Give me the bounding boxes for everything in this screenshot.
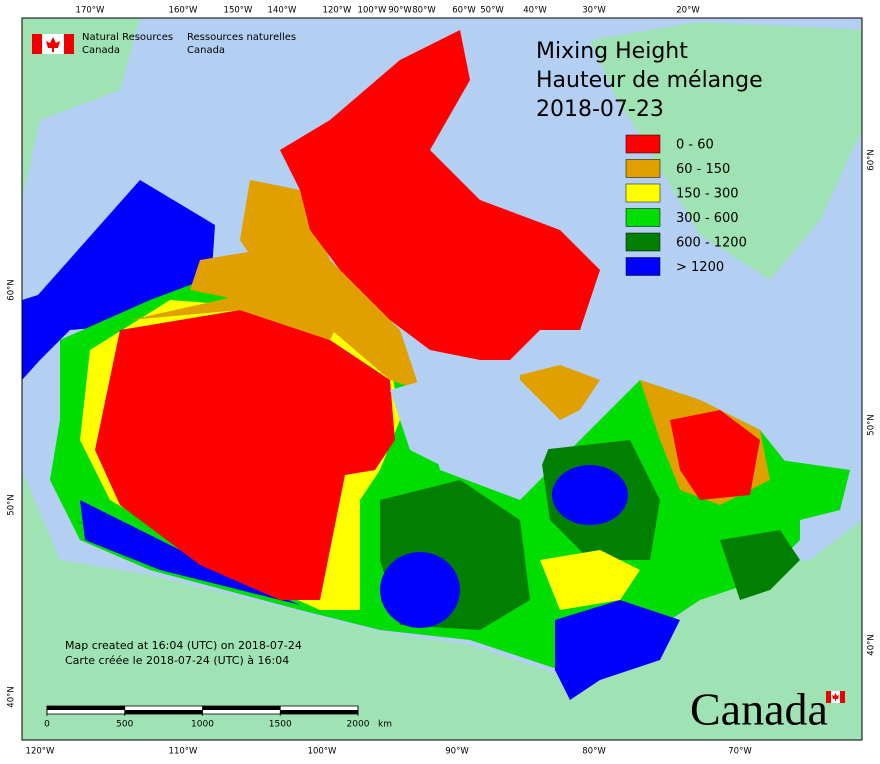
map-title: Hauteur de mélange (536, 68, 763, 93)
map-note: Map created at 16:04 (UTC) on 2018-07-24 (65, 639, 302, 652)
graticule-label: 30°W (582, 6, 606, 16)
legend-label: 0 - 60 (676, 138, 714, 153)
graticule-label: 170°W (76, 6, 105, 16)
alaska-region (22, 180, 215, 380)
scale-bar-label: 1000 (191, 720, 214, 730)
graticule-label: 120°W (26, 747, 55, 757)
legend-swatch (625, 232, 661, 252)
legend-label: 60 - 150 (676, 162, 730, 177)
newfoundland (780, 460, 850, 520)
flag-bar (826, 691, 831, 703)
legend-swatch (625, 134, 661, 154)
graticule-label: 100°W (308, 747, 337, 757)
scale-bar-unit: km (378, 720, 392, 730)
maple-leaf (46, 37, 60, 52)
scale-bar-segment (202, 706, 281, 710)
flag-bar (64, 34, 74, 54)
legend-label: 300 - 600 (676, 211, 739, 226)
west-red (95, 310, 395, 600)
legend-label: 150 - 300 (676, 187, 739, 202)
russia-land (22, 18, 140, 200)
wordmark-text: Canada (690, 684, 828, 735)
graticule-label: 60°N (7, 279, 17, 300)
graticule-label: 20°W (676, 6, 700, 16)
quebec-blue (552, 465, 628, 525)
south-ontario-blue (555, 600, 680, 700)
scale-bar-label: 500 (116, 720, 133, 730)
graticule-label: 160°W (169, 6, 198, 16)
legend-swatch (625, 208, 661, 227)
graticule-label: 50°N (7, 494, 17, 515)
scale-bar-segment (124, 710, 203, 714)
scale-bar-segment (47, 706, 125, 710)
org-name: Canada (187, 45, 225, 56)
scale-bar-label: 1500 (269, 720, 292, 730)
scale-bar-segment (280, 710, 358, 714)
graticule-label: 90°W (388, 6, 412, 16)
ontario-blue (380, 552, 460, 628)
map-title: Mixing Height (536, 39, 688, 64)
graticule-label: 50°N (867, 414, 877, 435)
org-name: Ressources naturelles (187, 32, 296, 43)
legend-label: > 1200 (676, 260, 724, 275)
scale-bar-label: 2000 (347, 720, 370, 730)
graticule-label: 80°W (412, 6, 436, 16)
nrcan-flag (32, 34, 74, 54)
graticule-label: 70°W (728, 747, 752, 757)
org-name: Natural Resources (82, 32, 173, 43)
graticule-label: 40°N (867, 634, 877, 655)
legend-swatch (625, 183, 661, 203)
legend-swatch (625, 257, 661, 276)
graticule-label: 60°N (867, 149, 877, 170)
graticule-label: 40°N (7, 686, 17, 707)
legend-label: 600 - 1200 (676, 236, 747, 251)
flag-bar (32, 34, 42, 54)
graticule-label: 150°W (224, 6, 253, 16)
maple-leaf (832, 693, 839, 701)
graticule-label: 110°W (169, 747, 198, 757)
graticule-label: 90°W (445, 747, 469, 757)
frame (21, 17, 863, 741)
legend-swatch (625, 159, 661, 178)
flag-bar (840, 691, 845, 703)
org-name: Canada (82, 45, 120, 56)
arctic-orange (190, 250, 300, 300)
graticule-label: 140°W (268, 6, 297, 16)
yellow-pocket (540, 550, 640, 610)
graticule-label: 120°W (323, 6, 352, 16)
graticule-label: 100°W (358, 6, 387, 16)
usa-land (22, 470, 862, 740)
greenland (590, 22, 862, 280)
map-title: 2018-07-23 (536, 97, 664, 122)
map-area (22, 18, 862, 740)
hudson-bay (390, 370, 560, 480)
maritimes-green (720, 530, 800, 600)
labrador-red (670, 410, 760, 500)
coast-blue (80, 500, 300, 605)
graticule-label: 60°W (452, 6, 476, 16)
map-note: Carte créée le 2018-07-24 (UTC) à 16:04 (65, 654, 289, 667)
scale-bar-label: 0 (44, 720, 50, 730)
wordmark: Canada (690, 684, 845, 735)
arctic-islands-red (280, 30, 600, 360)
graticule-label: 80°W (582, 747, 606, 757)
graticule-label: 50°W (480, 6, 504, 16)
graticule-label: 40°W (523, 6, 547, 16)
orange-north (240, 180, 420, 390)
